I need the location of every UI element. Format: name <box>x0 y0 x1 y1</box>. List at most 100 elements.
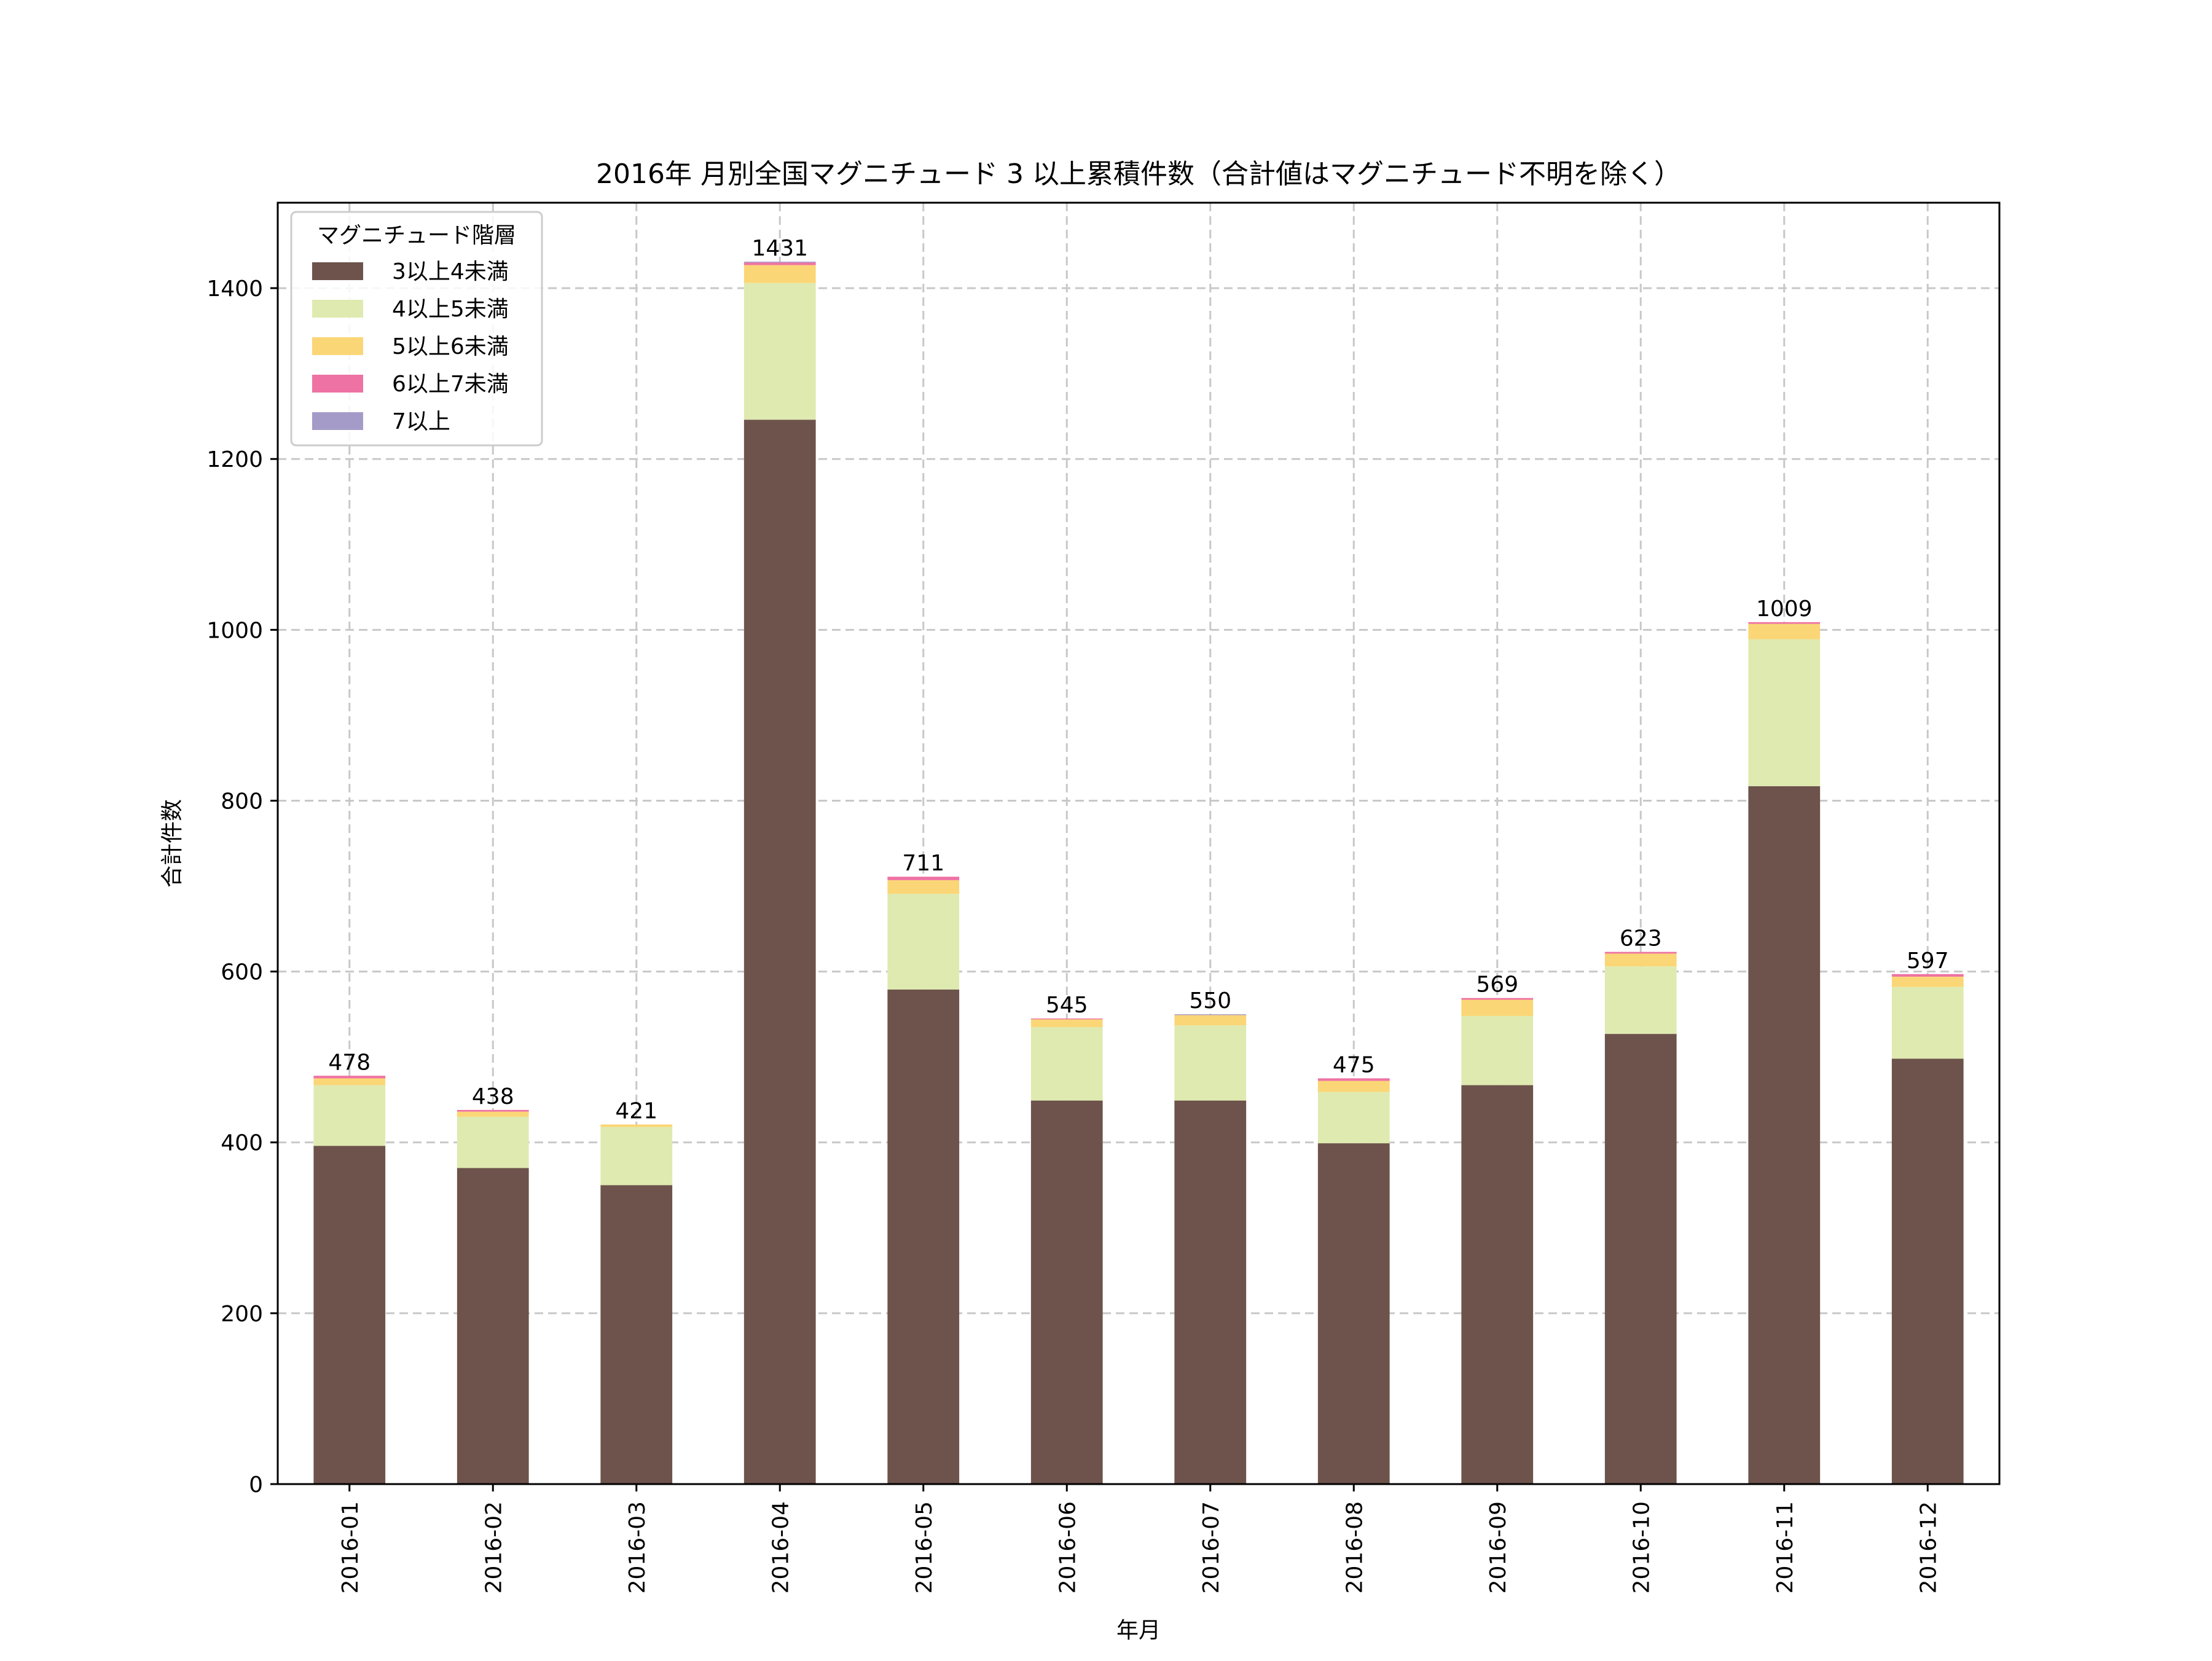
legend-swatch <box>312 262 363 280</box>
bar-segment <box>457 1109 529 1112</box>
y-tick-label: 1400 <box>206 276 263 302</box>
y-tick-label: 0 <box>249 1472 263 1498</box>
legend-label: 6以上7未満 <box>392 372 509 397</box>
bar-segment <box>887 894 960 990</box>
bar-segment <box>1604 953 1677 967</box>
bar-total-label: 569 <box>1476 972 1518 998</box>
bar-segment <box>1748 639 1821 786</box>
bar-segment <box>600 1185 673 1484</box>
legend-label: 7以上 <box>392 409 450 434</box>
bar-segment <box>887 880 960 894</box>
bar-segment <box>1317 1092 1390 1144</box>
y-tick-label: 1000 <box>206 618 263 643</box>
bar-segment <box>1174 1015 1247 1026</box>
bar-segment <box>1748 622 1821 624</box>
y-tick-label: 600 <box>221 960 263 985</box>
bar-segment <box>1317 1078 1390 1081</box>
x-tick-label: 2016-10 <box>1629 1501 1654 1593</box>
bar-segment <box>313 1085 386 1146</box>
bar-segment <box>457 1111 529 1117</box>
y-tick-label: 200 <box>221 1302 263 1327</box>
bar-segment <box>743 262 816 265</box>
legend-swatch <box>312 300 363 318</box>
bar-segment <box>600 1124 673 1127</box>
bar-segment <box>1748 786 1821 1484</box>
bar-segment <box>457 1168 529 1484</box>
bar-total-label: 545 <box>1046 993 1088 1018</box>
bar-segment <box>1891 974 1964 977</box>
chart-title: 2016年 月別全国マグニチュード 3 以上累積件数（合計値はマグニチュード不明… <box>596 158 1681 190</box>
bars <box>313 261 1964 1485</box>
bar-total-label: 475 <box>1333 1052 1375 1077</box>
bar-segment <box>1461 1085 1534 1484</box>
x-tick-label: 2016-11 <box>1773 1501 1798 1593</box>
legend-swatch <box>312 337 363 355</box>
x-tick-label: 2016-12 <box>1916 1501 1941 1593</box>
legend-swatch <box>312 412 363 430</box>
bar-segment <box>1461 999 1534 1016</box>
bar-segment <box>1174 1025 1247 1101</box>
bar-segment <box>887 877 960 880</box>
bar-total-label: 623 <box>1620 926 1662 952</box>
x-tick-label: 2016-01 <box>338 1501 363 1593</box>
bar-segment <box>1030 1100 1103 1484</box>
x-axis: 2016-01 2016-02 2016-03 2016-04 2016-05 2016-… <box>338 1484 1941 1593</box>
bar-total-label: 597 <box>1907 948 1949 974</box>
legend-swatch <box>312 375 363 393</box>
bar-segment <box>1030 1018 1103 1020</box>
y-tick-label: 800 <box>221 789 263 814</box>
bar-total-label: 438 <box>472 1084 514 1109</box>
x-tick-label: 2016-03 <box>625 1501 650 1593</box>
legend: マグニチュード階層 3以上4未満 4以上5未満 5以上6未満 6以上7未満 7以上 <box>290 211 543 447</box>
bar-segment <box>1748 623 1821 639</box>
bar-segment <box>1461 998 1534 1000</box>
bar-total-label: 421 <box>615 1099 657 1124</box>
x-tick-label: 2016-04 <box>768 1501 793 1593</box>
bar-segment <box>313 1078 386 1085</box>
total-labels: 478 438 421 1431 711 545 550 475 569 623 1009 597 <box>328 236 1948 1124</box>
x-axis-label: 年月 <box>1116 1618 1161 1643</box>
legend-label: 3以上4未満 <box>392 259 509 284</box>
y-axis-label: 合計件数 <box>160 799 185 888</box>
x-tick-label: 2016-05 <box>912 1501 937 1593</box>
bar-segment <box>743 420 816 1485</box>
bar-total-label: 1009 <box>1756 596 1813 622</box>
legend-title: マグニチュード階層 <box>317 223 516 248</box>
bar-segment <box>1174 1100 1247 1484</box>
legend-label: 5以上6未満 <box>392 334 509 359</box>
plot-area-frame <box>276 201 2001 1485</box>
x-tick-label: 2016-02 <box>481 1501 506 1593</box>
bar-segment <box>1030 1026 1103 1101</box>
bar-segment <box>1604 1034 1677 1484</box>
bar-segment <box>1317 1081 1390 1092</box>
bar-segment <box>1891 976 1964 987</box>
bar-segment <box>1174 1014 1247 1015</box>
bar-segment <box>743 265 816 283</box>
bar-total-label: 1431 <box>751 236 808 261</box>
bar-segment <box>1891 987 1964 1059</box>
bar-segment <box>457 1117 529 1168</box>
bar-segment <box>887 989 960 1484</box>
bar-segment <box>1030 1019 1103 1027</box>
x-tick-label: 2016-08 <box>1342 1501 1367 1593</box>
x-tick-label: 2016-07 <box>1199 1501 1224 1593</box>
y-axis: 0 200 400 600 800 1000 1200 1400 <box>206 276 278 1498</box>
bar-segment <box>1891 1058 1964 1484</box>
bar-segment <box>1604 966 1677 1034</box>
bar-segment <box>1317 1143 1390 1484</box>
legend-label: 4以上5未満 <box>392 297 509 322</box>
bar-segment <box>743 283 816 420</box>
bar-segment <box>313 1146 386 1484</box>
bar-total-label: 711 <box>902 851 944 876</box>
bar-total-label: 550 <box>1189 988 1231 1014</box>
bar-segment <box>1461 1015 1534 1085</box>
bar-segment <box>600 1127 673 1186</box>
x-tick-label: 2016-09 <box>1486 1501 1511 1593</box>
bar-total-label: 478 <box>328 1050 371 1075</box>
bar-segment <box>313 1076 386 1079</box>
y-tick-label: 400 <box>221 1131 263 1156</box>
x-tick-label: 2016-06 <box>1055 1501 1080 1593</box>
bar-segment <box>1604 952 1677 954</box>
y-tick-label: 1200 <box>206 447 263 472</box>
